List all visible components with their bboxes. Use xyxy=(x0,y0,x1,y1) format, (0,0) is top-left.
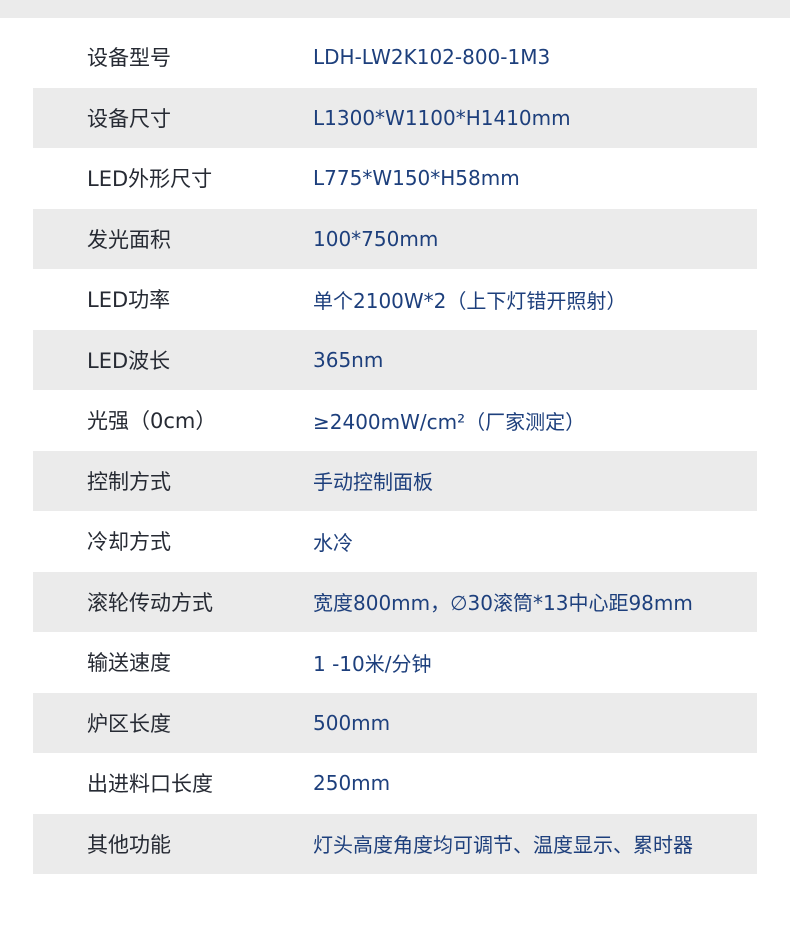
spec-value: 100*750mm xyxy=(313,226,439,251)
spec-label: 输送速度 xyxy=(87,651,171,676)
spec-value: 水冷 xyxy=(313,530,353,555)
spec-row: 设备型号 LDH-LW2K102-800-1M3 xyxy=(33,27,757,88)
spec-label: 光强（0cm） xyxy=(87,409,217,434)
spec-label: 其他功能 xyxy=(87,832,171,857)
spec-label: 发光面积 xyxy=(87,227,171,252)
spec-label: 炉区长度 xyxy=(87,711,171,736)
spec-row: 发光面积 100*750mm xyxy=(33,208,757,269)
spec-value: 365nm xyxy=(313,347,384,372)
spec-value: 单个2100W*2（上下灯错开照射） xyxy=(313,288,627,313)
spec-value: 手动控制面板 xyxy=(313,470,433,495)
spec-label: LED外形尺寸 xyxy=(87,167,213,192)
spec-label: LED波长 xyxy=(87,348,171,373)
spec-value: L775*W150*H58mm xyxy=(313,166,520,191)
spec-value: 灯头高度角度均可调节、温度显示、累时器 xyxy=(313,833,693,858)
spec-row: LED波长 365nm xyxy=(33,329,757,390)
spec-label: LED功率 xyxy=(87,288,171,313)
spec-label: 滚轮传动方式 xyxy=(87,590,213,615)
spec-value: ≥2400mW/cm²（厂家测定） xyxy=(313,409,586,434)
spec-table: 设备型号 LDH-LW2K102-800-1M3 设备尺寸 L1300*W1100*H… xyxy=(33,27,757,874)
spec-value: L1300*W1100*H1410mm xyxy=(313,105,571,130)
spec-row: 其他功能 灯头高度角度均可调节、温度显示、累时器 xyxy=(33,813,757,874)
spec-row: LED外形尺寸 L775*W150*H58mm xyxy=(33,148,757,209)
spec-value: 1 -10米/分钟 xyxy=(313,651,432,676)
top-band xyxy=(0,0,790,18)
spec-row: LED功率 单个2100W*2（上下灯错开照射） xyxy=(33,269,757,330)
spec-row: 设备尺寸 L1300*W1100*H1410mm xyxy=(33,87,757,148)
spec-row: 控制方式 手动控制面板 xyxy=(33,450,757,511)
spec-value: LDH-LW2K102-800-1M3 xyxy=(313,45,551,70)
spec-row: 滚轮传动方式 宽度800mm，∅30滚筒*13中心距98mm xyxy=(33,571,757,632)
spec-label: 设备型号 xyxy=(87,46,171,71)
spec-label: 设备尺寸 xyxy=(87,106,171,131)
spec-row: 冷却方式 水冷 xyxy=(33,511,757,572)
spec-row: 炉区长度 500mm xyxy=(33,692,757,753)
spec-label: 冷却方式 xyxy=(87,530,171,555)
spec-label: 控制方式 xyxy=(87,469,171,494)
spec-value: 250mm xyxy=(313,771,391,796)
spec-label: 出进料口长度 xyxy=(87,772,213,797)
spec-row: 光强（0cm） ≥2400mW/cm²（厂家测定） xyxy=(33,390,757,451)
spec-row: 输送速度 1 -10米/分钟 xyxy=(33,632,757,693)
spec-row: 出进料口长度 250mm xyxy=(33,753,757,814)
spec-value: 宽度800mm，∅30滚筒*13中心距98mm xyxy=(313,591,693,616)
spec-value: 500mm xyxy=(313,710,391,735)
